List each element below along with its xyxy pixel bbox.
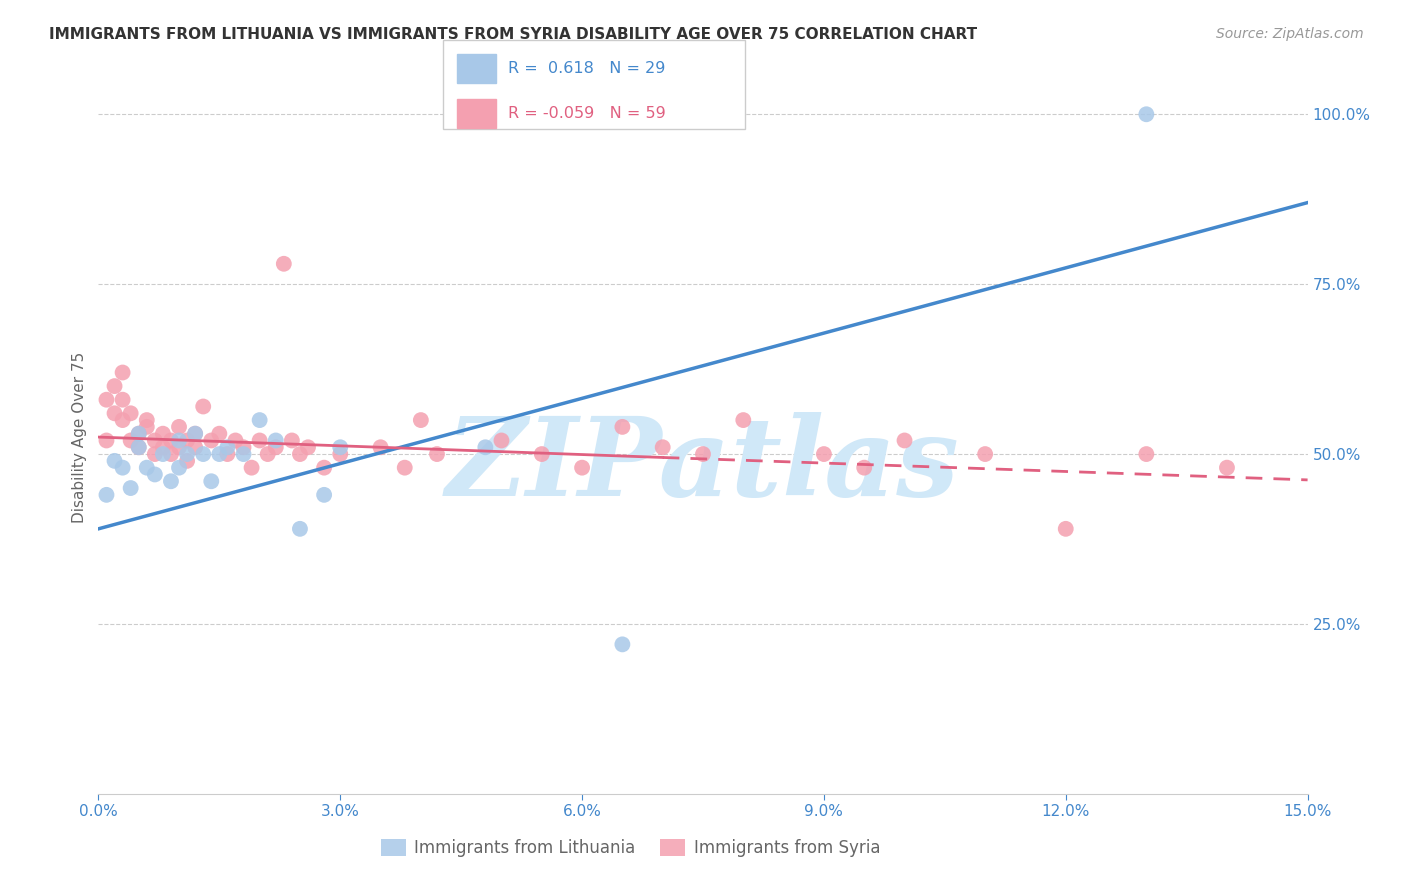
Point — [111, 392, 134, 407]
Point — [128, 426, 150, 441]
Point — [974, 447, 997, 461]
Point — [200, 434, 222, 448]
Legend: Immigrants from Lithuania, Immigrants from Syria: Immigrants from Lithuania, Immigrants fr… — [374, 832, 887, 864]
Point — [530, 447, 553, 461]
Point — [491, 434, 513, 448]
Point — [288, 447, 311, 461]
Point — [128, 426, 150, 441]
Point — [249, 413, 271, 427]
Point — [256, 447, 278, 461]
Point — [612, 637, 634, 651]
Point — [1054, 522, 1077, 536]
Point — [224, 434, 246, 448]
Point — [314, 460, 336, 475]
Point — [249, 434, 271, 448]
Point — [160, 447, 183, 461]
Point — [853, 460, 876, 475]
Point — [160, 475, 183, 489]
Point — [184, 440, 207, 454]
Point — [733, 413, 755, 427]
Point — [692, 447, 714, 461]
Text: Source: ZipAtlas.com: Source: ZipAtlas.com — [1216, 27, 1364, 41]
Point — [232, 447, 254, 461]
Point — [329, 440, 352, 454]
Text: R =  0.618   N = 29: R = 0.618 N = 29 — [508, 62, 665, 76]
Point — [135, 413, 157, 427]
Point — [1135, 107, 1157, 121]
Point — [813, 447, 835, 461]
Point — [651, 440, 673, 454]
Point — [264, 440, 287, 454]
Point — [200, 475, 222, 489]
Point — [176, 447, 198, 461]
Point — [314, 488, 336, 502]
Point — [232, 440, 254, 454]
Point — [273, 257, 295, 271]
Point — [96, 488, 118, 502]
Point — [240, 460, 263, 475]
Point — [120, 481, 142, 495]
Point — [893, 434, 915, 448]
Point — [128, 440, 150, 454]
Point — [135, 420, 157, 434]
Point — [208, 447, 231, 461]
Text: ZIPatlas: ZIPatlas — [446, 412, 960, 519]
Point — [1135, 447, 1157, 461]
Point — [167, 440, 190, 454]
Point — [281, 434, 304, 448]
Point — [103, 379, 125, 393]
Point — [120, 406, 142, 420]
Point — [176, 454, 198, 468]
Point — [217, 447, 239, 461]
Point — [96, 392, 118, 407]
Point — [571, 460, 593, 475]
Point — [217, 440, 239, 454]
Point — [111, 413, 134, 427]
Point — [208, 426, 231, 441]
Point — [111, 366, 134, 380]
Point — [176, 434, 198, 448]
Point — [184, 426, 207, 441]
Point — [288, 522, 311, 536]
Point — [96, 434, 118, 448]
Point — [394, 460, 416, 475]
Point — [167, 434, 190, 448]
Point — [329, 447, 352, 461]
Point — [264, 434, 287, 448]
Point — [111, 460, 134, 475]
Point — [184, 426, 207, 441]
Point — [143, 447, 166, 461]
Point — [143, 467, 166, 482]
Point — [103, 454, 125, 468]
Point — [474, 440, 496, 454]
Point — [409, 413, 432, 427]
Point — [152, 447, 174, 461]
Text: R = -0.059   N = 59: R = -0.059 N = 59 — [508, 106, 665, 120]
Point — [167, 420, 190, 434]
Point — [120, 434, 142, 448]
Point — [426, 447, 449, 461]
Point — [143, 434, 166, 448]
Point — [193, 447, 215, 461]
Point — [128, 440, 150, 454]
Point — [160, 434, 183, 448]
Text: IMMIGRANTS FROM LITHUANIA VS IMMIGRANTS FROM SYRIA DISABILITY AGE OVER 75 CORREL: IMMIGRANTS FROM LITHUANIA VS IMMIGRANTS … — [49, 27, 977, 42]
Point — [152, 426, 174, 441]
Point — [370, 440, 392, 454]
Point — [135, 460, 157, 475]
Point — [297, 440, 319, 454]
Point — [167, 460, 190, 475]
Point — [193, 400, 215, 414]
Point — [103, 406, 125, 420]
Point — [1216, 460, 1239, 475]
Y-axis label: Disability Age Over 75: Disability Age Over 75 — [72, 351, 87, 523]
Point — [612, 420, 634, 434]
Point — [152, 440, 174, 454]
